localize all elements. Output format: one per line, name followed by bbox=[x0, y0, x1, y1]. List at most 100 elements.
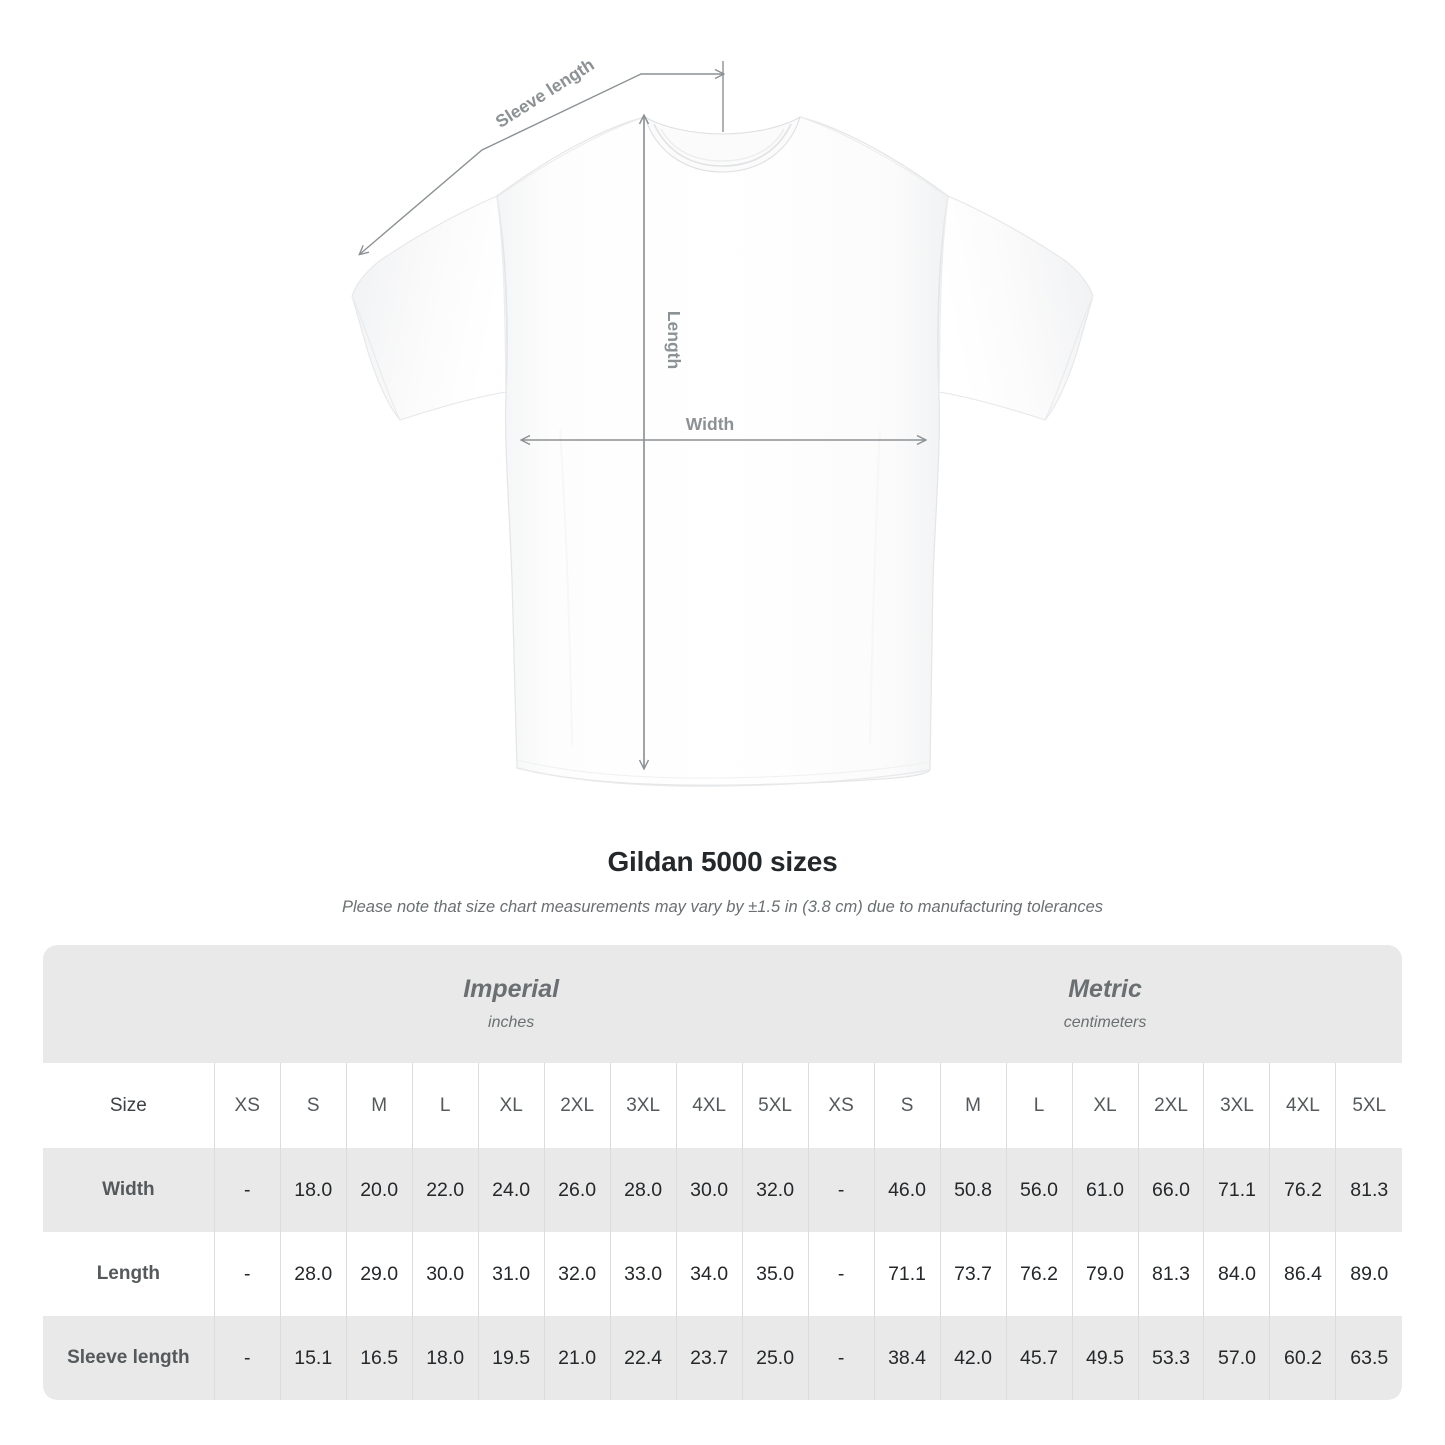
unit-name-metric: Metric bbox=[1068, 975, 1142, 1003]
unit-header-imperial: Imperial inches bbox=[214, 945, 809, 1063]
cell-width-imperial-2xl: 26.0 bbox=[543, 1148, 611, 1232]
cell-width-metric-xs: - bbox=[807, 1148, 875, 1232]
cell-width-metric-xl: 61.0 bbox=[1071, 1148, 1138, 1232]
header-metric-xs: XS bbox=[807, 1063, 875, 1148]
page-title: Gildan 5000 sizes bbox=[607, 846, 838, 877]
cell-length-metric-l: 76.2 bbox=[1005, 1232, 1073, 1316]
cell-width-imperial-l: 22.0 bbox=[411, 1148, 479, 1232]
unit-band-spacer bbox=[43, 945, 215, 1063]
row-label-width: Width bbox=[43, 1148, 215, 1232]
header-metric-xl: XL bbox=[1071, 1063, 1138, 1148]
header-metric-m: M bbox=[939, 1063, 1007, 1148]
cell-sleeve-length-metric-m: 42.0 bbox=[939, 1316, 1007, 1400]
unit-sub-metric: centimeters bbox=[1063, 1014, 1147, 1031]
cell-sleeve-length-metric-xs: - bbox=[807, 1316, 875, 1400]
cell-width-imperial-4xl: 30.0 bbox=[675, 1148, 743, 1232]
header-metric-2xl: 2XL bbox=[1137, 1063, 1204, 1148]
cell-length-metric-2xl: 81.3 bbox=[1137, 1232, 1204, 1316]
cell-width-metric-l: 56.0 bbox=[1005, 1148, 1073, 1232]
tshirt-illustration bbox=[351, 115, 1094, 787]
header-imperial-s: S bbox=[279, 1063, 347, 1148]
header-imperial-xs: XS bbox=[213, 1063, 281, 1148]
unit-band-row: Imperial inches Metric centimeters bbox=[43, 945, 1402, 1063]
header-imperial-3xl: 3XL bbox=[609, 1063, 677, 1148]
cell-sleeve-length-metric-2xl: 53.3 bbox=[1137, 1316, 1204, 1400]
header-metric-5xl: 5XL bbox=[1335, 1063, 1402, 1148]
table-row: Width -18.0 20.0 22.0 24.0 26.0 28.0 30.0 32.0-4… bbox=[43, 1148, 1402, 1232]
cell-sleeve-length-imperial-l: 18.0 bbox=[411, 1316, 479, 1400]
cell-sleeve-length-imperial-m: 16.5 bbox=[345, 1316, 413, 1400]
cell-sleeve-length-metric-3xl: 57.0 bbox=[1203, 1316, 1270, 1400]
sleeve-length-arrow bbox=[360, 74, 723, 254]
unit-header-metric: Metric centimeters bbox=[808, 945, 1402, 1063]
cell-sleeve-length-metric-4xl: 60.2 bbox=[1269, 1316, 1336, 1400]
unit-name-imperial: Imperial bbox=[463, 975, 560, 1003]
cell-sleeve-length-imperial-s: 15.1 bbox=[279, 1316, 347, 1400]
tolerance-note: Please note that size chart measurements… bbox=[341, 898, 1104, 916]
header-imperial-5xl: 5XL bbox=[741, 1063, 809, 1148]
header-imperial-4xl: 4XL bbox=[675, 1063, 743, 1148]
cell-length-metric-4xl: 86.4 bbox=[1269, 1232, 1336, 1316]
header-imperial-m: M bbox=[345, 1063, 413, 1148]
cell-length-imperial-3xl: 33.0 bbox=[609, 1232, 677, 1316]
cell-length-metric-xs: - bbox=[807, 1232, 875, 1316]
cell-sleeve-length-metric-s: 38.4 bbox=[873, 1316, 941, 1400]
cell-length-imperial-s: 28.0 bbox=[279, 1232, 347, 1316]
cell-length-imperial-4xl: 34.0 bbox=[675, 1232, 743, 1316]
title-block: Gildan 5000 sizes Please note that size … bbox=[0, 845, 1445, 918]
cell-width-metric-2xl: 66.0 bbox=[1137, 1148, 1204, 1232]
cell-width-metric-3xl: 71.1 bbox=[1203, 1148, 1270, 1232]
table-row: Length -28.0 29.0 30.0 31.0 32.0 33.0 34.0 35.0-… bbox=[43, 1232, 1402, 1316]
cell-sleeve-length-imperial-4xl: 23.7 bbox=[675, 1316, 743, 1400]
size-table: Imperial inches Metric centimeters Size XS S M L… bbox=[43, 945, 1402, 1400]
cell-sleeve-length-imperial-2xl: 21.0 bbox=[543, 1316, 611, 1400]
row-label-sleeve-length: Sleeve length bbox=[43, 1316, 215, 1400]
cell-length-imperial-l: 30.0 bbox=[411, 1232, 479, 1316]
measurement-annotations bbox=[360, 61, 925, 768]
cell-width-imperial-xl: 24.0 bbox=[477, 1148, 545, 1232]
cell-sleeve-length-imperial-xl: 19.5 bbox=[477, 1316, 545, 1400]
cell-width-metric-4xl: 76.2 bbox=[1269, 1148, 1336, 1232]
header-imperial-l: L bbox=[411, 1063, 479, 1148]
cell-length-metric-3xl: 84.0 bbox=[1203, 1232, 1270, 1316]
cell-width-imperial-5xl: 32.0 bbox=[741, 1148, 809, 1232]
cell-length-metric-5xl: 89.0 bbox=[1335, 1232, 1402, 1316]
cell-length-imperial-xl: 31.0 bbox=[477, 1232, 545, 1316]
cell-length-imperial-m: 29.0 bbox=[345, 1232, 413, 1316]
cell-sleeve-length-metric-5xl: 63.5 bbox=[1335, 1316, 1402, 1400]
header-metric-4xl: 4XL bbox=[1269, 1063, 1336, 1148]
cell-width-imperial-m: 20.0 bbox=[345, 1148, 413, 1232]
cell-length-imperial-2xl: 32.0 bbox=[543, 1232, 611, 1316]
cell-length-metric-xl: 79.0 bbox=[1071, 1232, 1138, 1316]
header-metric-l: L bbox=[1005, 1063, 1073, 1148]
cell-width-metric-m: 50.8 bbox=[939, 1148, 1007, 1232]
table-row: Sleeve length -15.1 16.5 18.0 19.5 21.0 22.4 23… bbox=[43, 1316, 1402, 1400]
tshirt-diagram: Sleeve length Length Width bbox=[351, 54, 1094, 787]
length-label: Length bbox=[664, 311, 684, 369]
header-imperial-xl: XL bbox=[477, 1063, 545, 1148]
cell-width-imperial-3xl: 28.0 bbox=[609, 1148, 677, 1232]
row-label-length: Length bbox=[43, 1232, 215, 1316]
cell-width-imperial-xs: - bbox=[213, 1148, 281, 1232]
cell-length-imperial-5xl: 35.0 bbox=[741, 1232, 809, 1316]
header-imperial-2xl: 2XL bbox=[543, 1063, 611, 1148]
size-header-row: Size XS S M L XL 2XL 3XL 4XL 5XL XS S M L XL 2XL 3XL 4XL 5… bbox=[43, 1063, 1402, 1148]
size-table-wrapper: Imperial inches Metric centimeters Size XS S M L… bbox=[43, 945, 1402, 1400]
cell-width-metric-5xl: 81.3 bbox=[1335, 1148, 1402, 1232]
header-metric-s: S bbox=[873, 1063, 941, 1148]
cell-sleeve-length-metric-l: 45.7 bbox=[1005, 1316, 1073, 1400]
cell-sleeve-length-imperial-5xl: 25.0 bbox=[741, 1316, 809, 1400]
cell-length-metric-m: 73.7 bbox=[939, 1232, 1007, 1316]
header-size-label: Size bbox=[43, 1063, 215, 1148]
cell-sleeve-length-imperial-3xl: 22.4 bbox=[609, 1316, 677, 1400]
cell-width-metric-s: 46.0 bbox=[873, 1148, 941, 1232]
cell-sleeve-length-imperial-xs: - bbox=[213, 1316, 281, 1400]
cell-length-imperial-xs: - bbox=[213, 1232, 281, 1316]
cell-width-imperial-s: 18.0 bbox=[279, 1148, 347, 1232]
width-label: Width bbox=[686, 414, 734, 434]
cell-sleeve-length-metric-xl: 49.5 bbox=[1071, 1316, 1138, 1400]
header-metric-3xl: 3XL bbox=[1203, 1063, 1270, 1148]
cell-length-metric-s: 71.1 bbox=[873, 1232, 941, 1316]
unit-sub-imperial: inches bbox=[488, 1014, 535, 1031]
